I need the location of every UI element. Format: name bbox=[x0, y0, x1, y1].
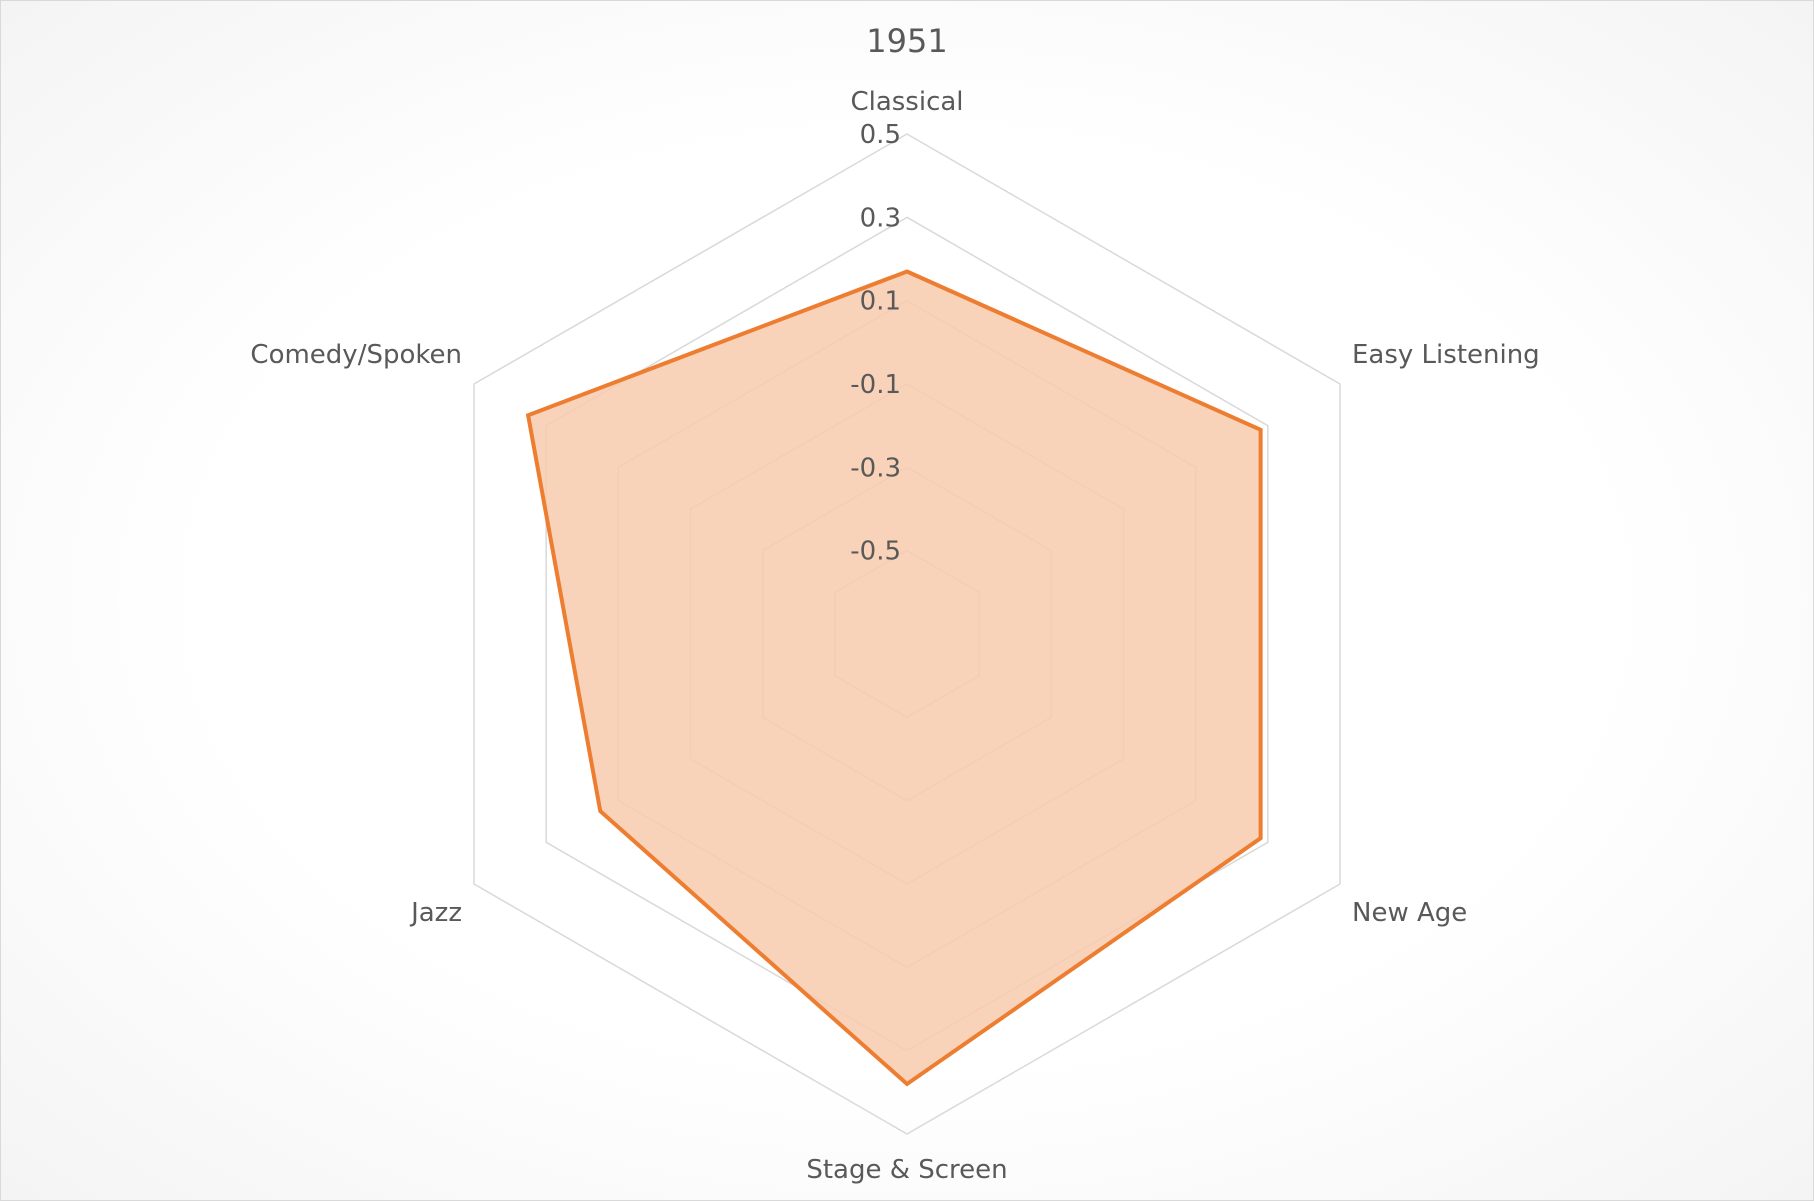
category-label: Easy Listening bbox=[1352, 340, 1540, 370]
series-layer bbox=[525, 269, 1263, 1087]
tick-label: -0.5 bbox=[850, 537, 901, 567]
tick-label: -0.1 bbox=[850, 370, 901, 400]
grid-ring bbox=[473, 133, 1341, 1135]
tick-label: 0.5 bbox=[860, 120, 901, 150]
tick-label: 0.3 bbox=[860, 203, 901, 233]
category-label: Jazz bbox=[409, 898, 462, 928]
category-label: Comedy/Spoken bbox=[250, 340, 462, 370]
category-labels: Classical Easy Listening New Age Stage & Sc… bbox=[250, 87, 1539, 1185]
tick-label: 0.1 bbox=[860, 287, 901, 317]
chart-title: 1951 bbox=[866, 22, 947, 60]
series-area bbox=[525, 269, 1263, 1087]
tick-labels: -0.5 -0.3 -0.1 0.1 0.3 0.5 bbox=[850, 120, 901, 567]
tick-label: -0.3 bbox=[850, 453, 901, 483]
category-label: Stage & Screen bbox=[806, 1155, 1007, 1185]
category-label: Classical bbox=[850, 87, 963, 117]
category-label: New Age bbox=[1352, 898, 1467, 928]
